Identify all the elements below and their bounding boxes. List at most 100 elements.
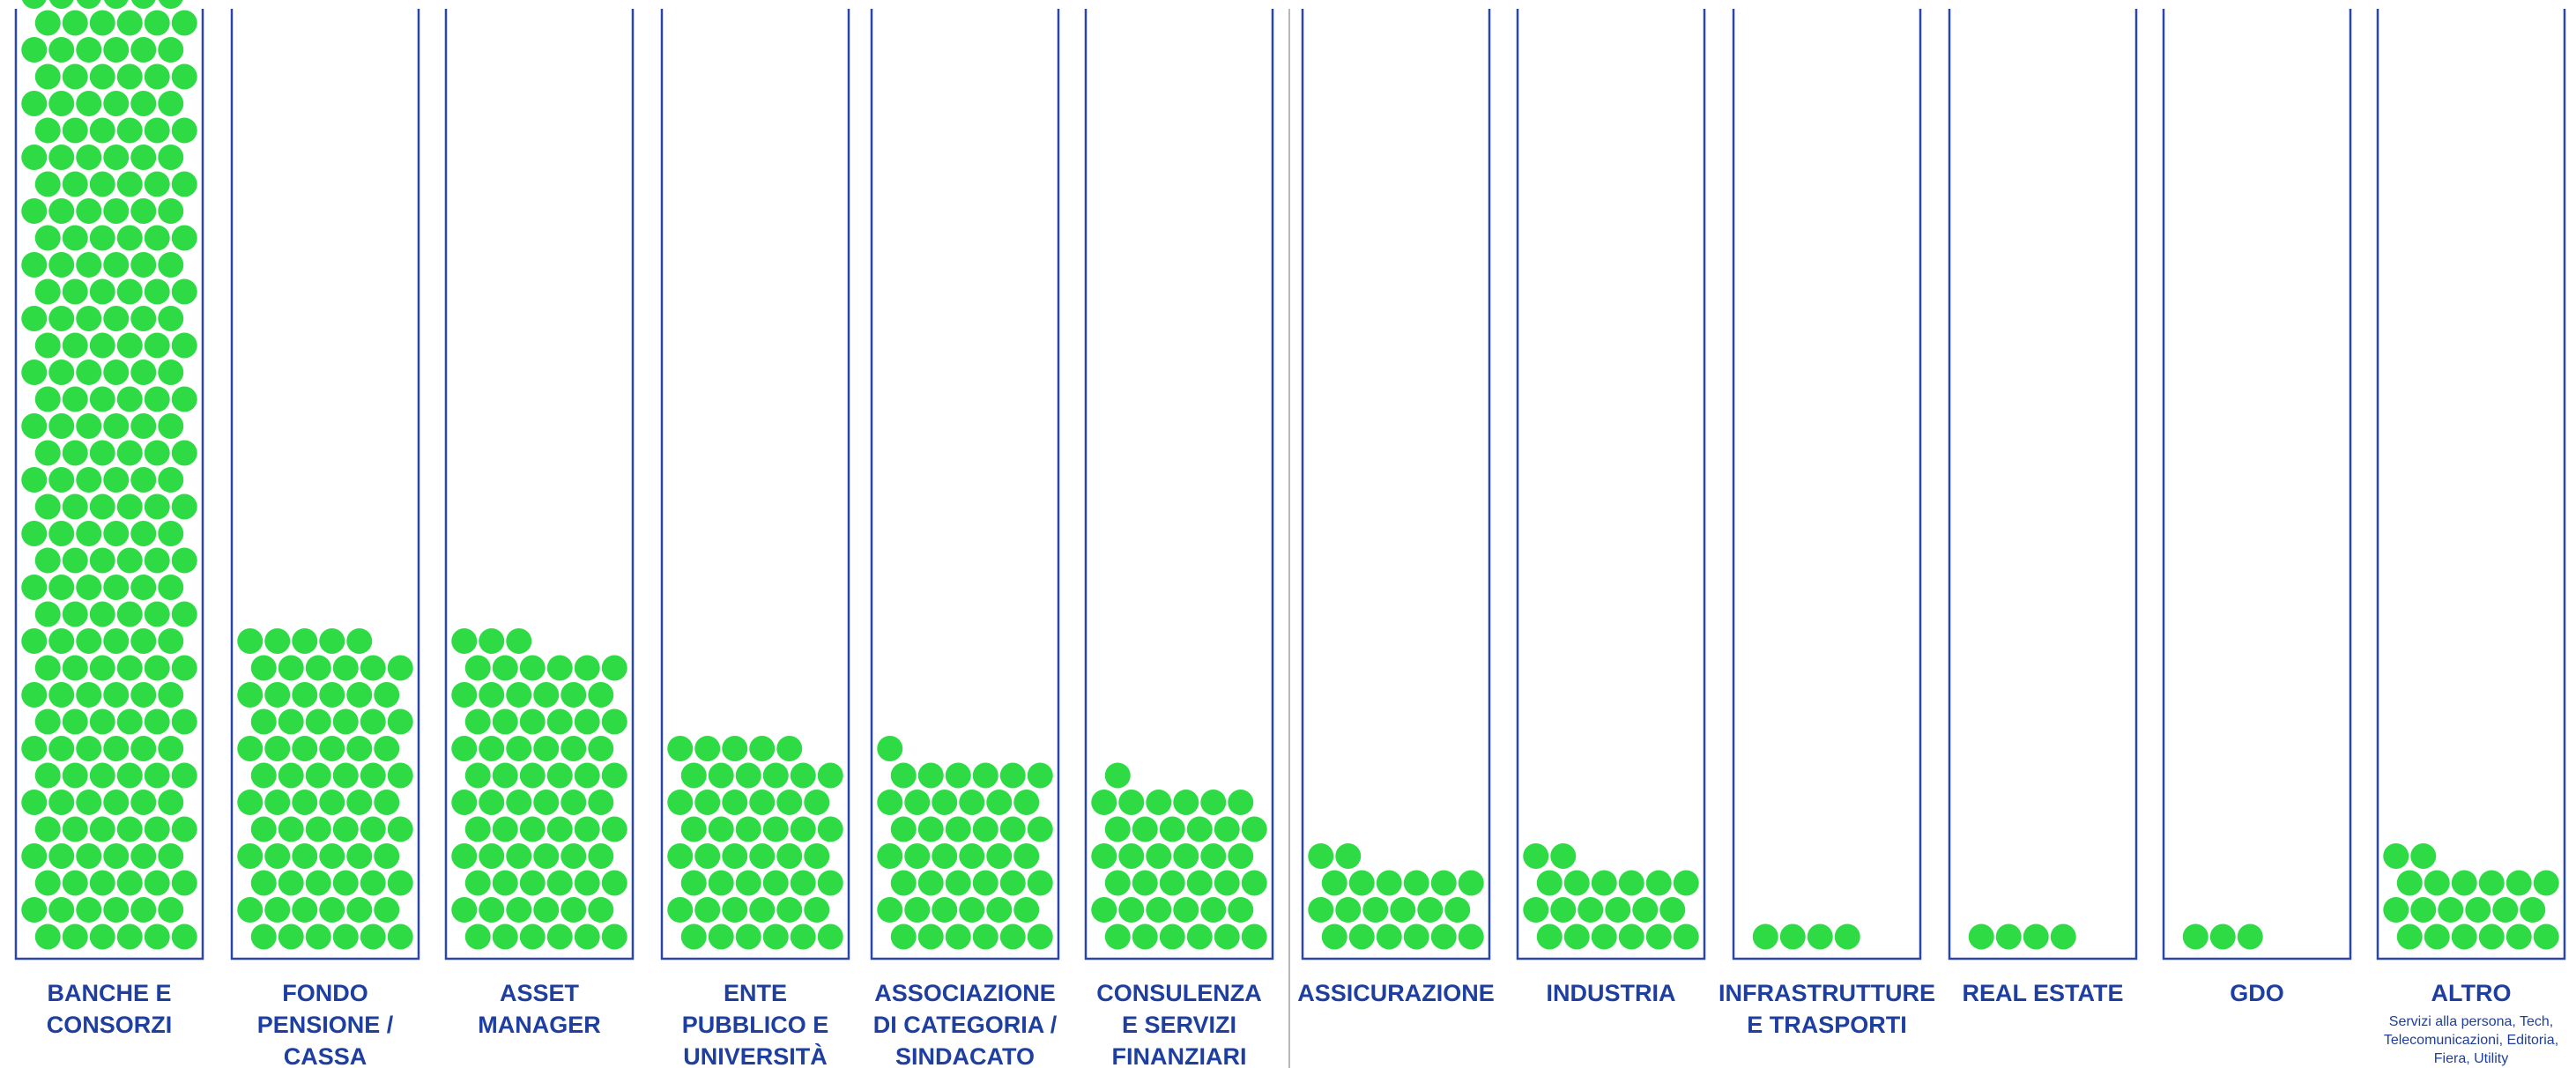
member-dot	[917, 870, 944, 896]
member-dot	[1173, 790, 1199, 815]
member-dot	[2505, 870, 2532, 896]
member-dot	[158, 521, 184, 546]
member-dot	[890, 870, 917, 896]
member-dot	[21, 306, 48, 331]
member-dot	[48, 145, 75, 170]
category-label: ASSOCIAZIONE	[874, 980, 1056, 1006]
member-dot	[34, 655, 61, 681]
member-dot	[533, 736, 560, 761]
member-dot	[76, 91, 102, 116]
member-dot	[1214, 816, 1240, 842]
member-dot	[332, 816, 359, 842]
member-dot	[21, 0, 47, 9]
member-dot	[722, 897, 748, 923]
member-dot	[360, 708, 386, 735]
member-dot	[1132, 870, 1158, 896]
column-tube	[1948, 9, 2138, 960]
member-dot	[103, 413, 130, 439]
member-dot	[1013, 843, 1040, 869]
member-dot	[479, 736, 505, 761]
member-dot	[278, 655, 304, 681]
member-dot	[237, 843, 264, 869]
member-dot	[305, 762, 331, 789]
member-dot	[972, 762, 998, 789]
member-dot	[89, 708, 115, 735]
member-dot	[171, 816, 197, 842]
member-dot	[34, 870, 61, 896]
member-dot	[932, 790, 958, 815]
member-dot	[1132, 816, 1158, 842]
member-dot	[76, 682, 102, 708]
member-dot	[48, 91, 75, 116]
member-dot	[76, 467, 102, 493]
member-dot	[305, 816, 331, 842]
member-dot	[21, 467, 48, 493]
member-dot	[116, 332, 143, 359]
column-tube	[444, 9, 635, 960]
member-dot	[62, 225, 88, 251]
member-dot	[479, 682, 505, 708]
member-dot	[588, 790, 614, 815]
member-dot	[130, 843, 157, 869]
member-dot	[506, 843, 532, 869]
member-dot	[479, 897, 505, 923]
member-dot	[332, 762, 359, 789]
member-dot	[387, 655, 413, 681]
member-dot	[1013, 790, 1040, 815]
member-dot	[1376, 923, 1402, 950]
member-dot	[2383, 897, 2409, 923]
member-dot	[533, 843, 560, 869]
member-dot	[804, 897, 830, 923]
member-dot	[1807, 923, 1833, 950]
member-dot	[492, 655, 518, 681]
member-dot	[144, 440, 170, 466]
member-dot	[319, 628, 345, 654]
member-dot	[62, 547, 88, 574]
member-dot	[171, 547, 197, 574]
member-dot	[76, 575, 102, 600]
member-dot	[103, 145, 130, 170]
member-dot	[1403, 870, 1429, 896]
member-dot	[1523, 897, 1549, 923]
member-dot	[1200, 897, 1227, 923]
member-dot	[34, 225, 61, 251]
member-dot	[116, 278, 143, 305]
column-tube	[230, 9, 420, 960]
member-dot	[21, 790, 48, 815]
member-dot	[305, 655, 331, 681]
member-dot	[21, 575, 48, 600]
member-dot	[89, 10, 115, 36]
member-dot	[1348, 870, 1375, 896]
member-dot	[250, 870, 277, 896]
member-dot	[171, 332, 197, 359]
member-dot	[374, 790, 400, 815]
member-dot	[48, 790, 75, 815]
member-dot	[332, 655, 359, 681]
member-dot	[89, 332, 115, 359]
member-dot	[464, 870, 491, 896]
member-dot	[130, 198, 157, 224]
member-dot	[292, 790, 318, 815]
member-dot	[332, 923, 359, 950]
member-dot	[560, 897, 587, 923]
member-dot	[451, 736, 478, 761]
member-dot	[144, 332, 170, 359]
member-dot	[89, 762, 115, 789]
member-dot	[959, 843, 985, 869]
member-dot	[877, 843, 903, 869]
member-dot	[464, 762, 491, 789]
member-dot	[1523, 843, 1549, 869]
category-label: ALTRO	[2431, 980, 2512, 1006]
member-dot	[574, 923, 600, 950]
member-dot	[144, 117, 170, 144]
columns: BANCHE E CONSORZI FONDO PENSIONE / CASSA ASSE…	[14, 0, 2566, 1068]
member-dot	[667, 790, 694, 815]
member-dot	[1132, 923, 1158, 950]
member-dot	[1605, 897, 1631, 923]
member-dot	[62, 63, 88, 90]
member-dot	[1591, 870, 1617, 896]
member-dot	[1118, 897, 1145, 923]
member-dot	[360, 655, 386, 681]
member-dot	[237, 628, 264, 654]
member-dot	[171, 10, 197, 36]
